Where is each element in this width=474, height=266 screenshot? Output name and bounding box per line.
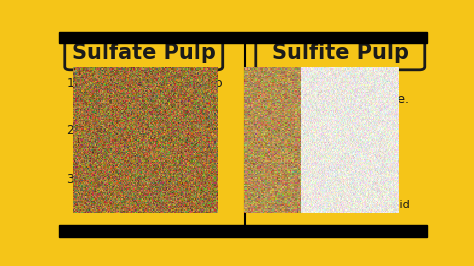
Text: Fib: Fib — [248, 130, 266, 143]
Text: used in the digestors:: used in the digestors: — [66, 190, 211, 203]
Bar — [59, 32, 427, 43]
Text: this.: this. — [66, 157, 101, 170]
Text: Ho: Ho — [248, 163, 265, 176]
FancyBboxPatch shape — [256, 37, 425, 70]
Text: Mg(HSO₃)₂ + free SO₂ in acid: Mg(HSO₃)₂ + free SO₂ in acid — [248, 200, 410, 210]
Text: Sulfite Pulp: Sulfite Pulp — [272, 43, 409, 63]
Text: pr                  p and: pr p and — [248, 147, 369, 160]
Text: 3.Essen              ents: 3.Essen ents — [66, 173, 198, 186]
Text: 2.All ty: 2.All ty — [66, 124, 110, 137]
Text: mater: mater — [66, 140, 112, 153]
Text: â Magnific Pulp,: â Magnific Pulp, — [248, 184, 342, 197]
Text: Sulfate Pulp: Sulfate Pulp — [72, 43, 216, 63]
Text: Magnifite Neutral Sulfate.: Magnifite Neutral Sulfate. — [248, 93, 410, 106]
FancyBboxPatch shape — [65, 37, 223, 70]
Text: It is known as Sulfite,: It is known as Sulfite, — [248, 77, 382, 90]
Bar — [59, 226, 427, 237]
Text: known as Kraft.: known as Kraft. — [66, 93, 172, 106]
Text: 1.The trade name is also: 1.The trade name is also — [66, 77, 222, 90]
